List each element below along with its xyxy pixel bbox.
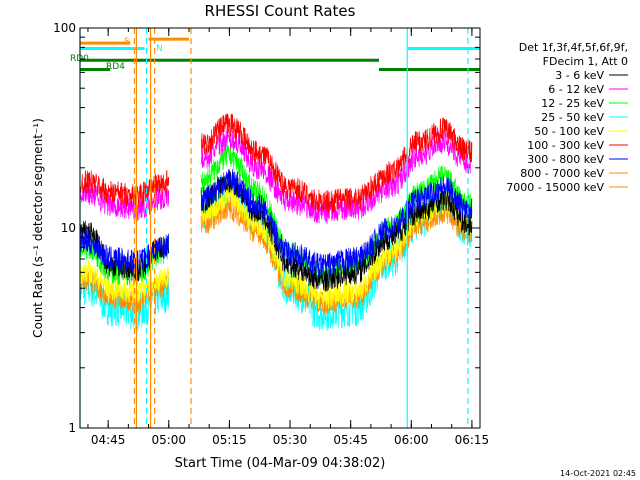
flag-label: RD4 — [106, 62, 125, 72]
x-tick-label: 05:45 — [333, 433, 368, 447]
legend-header-line: Det 1f,3f,4f,5f,6f,9f, — [519, 41, 628, 54]
legend-entry-label: 7000 - 15000 keV — [506, 181, 604, 194]
flag-layer: SNRD0RD4 — [70, 37, 480, 72]
series-line-6-12keV — [79, 127, 473, 225]
y-tick-label: 1 — [68, 421, 76, 435]
legend: Det 1f,3f,4f,5f,6f,9f,FDecim 1, Att 03 -… — [506, 41, 628, 194]
legend-entry-label: 50 - 100 keV — [534, 125, 604, 138]
footer-timestamp: 14-Oct-2021 02:45 — [560, 469, 636, 478]
flag-label: N — [156, 44, 163, 54]
x-tick-label: 06:15 — [455, 433, 490, 447]
vline-layer — [79, 28, 469, 428]
legend-entry-label: 100 - 300 keV — [527, 139, 604, 152]
x-tick-label: 05:00 — [151, 433, 186, 447]
legend-entry-label: 3 - 6 keV — [555, 69, 604, 82]
legend-entry-label: 12 - 25 keV — [541, 97, 604, 110]
y-tick-label: 10 — [61, 221, 76, 235]
x-tick-label: 05:30 — [273, 433, 308, 447]
x-tick-label: 04:45 — [91, 433, 126, 447]
series-layer — [79, 113, 473, 331]
y-axis-label: Count Rate (s⁻¹ detector segment⁻¹) — [31, 118, 45, 338]
legend-entry-label: 300 - 800 keV — [527, 153, 604, 166]
chart-title: RHESSI Count Rates — [205, 2, 356, 20]
plot-frame — [79, 27, 481, 429]
y-tick-label: 100 — [53, 21, 76, 35]
x-axis-label: Start Time (04-Mar-09 04:38:02) — [175, 456, 386, 471]
series-line-100-300keV — [79, 113, 473, 214]
series-line-3-6keV — [79, 169, 473, 292]
flag-label: S — [124, 37, 130, 47]
x-tick-label: 06:00 — [394, 433, 429, 447]
x-tick-label: 05:15 — [212, 433, 247, 447]
legend-header-line: FDecim 1, Att 0 — [543, 55, 628, 68]
legend-entry-label: 6 - 12 keV — [548, 83, 604, 96]
legend-entry-label: 800 - 7000 keV — [520, 167, 604, 180]
series-line-300-800keV — [79, 168, 473, 277]
axis-layer: 04:45 05:00 05:15 05:30 05:45 06:00 06:15 1 10 10… — [53, 21, 489, 447]
legend-entry-label: 25 - 50 keV — [541, 111, 604, 124]
